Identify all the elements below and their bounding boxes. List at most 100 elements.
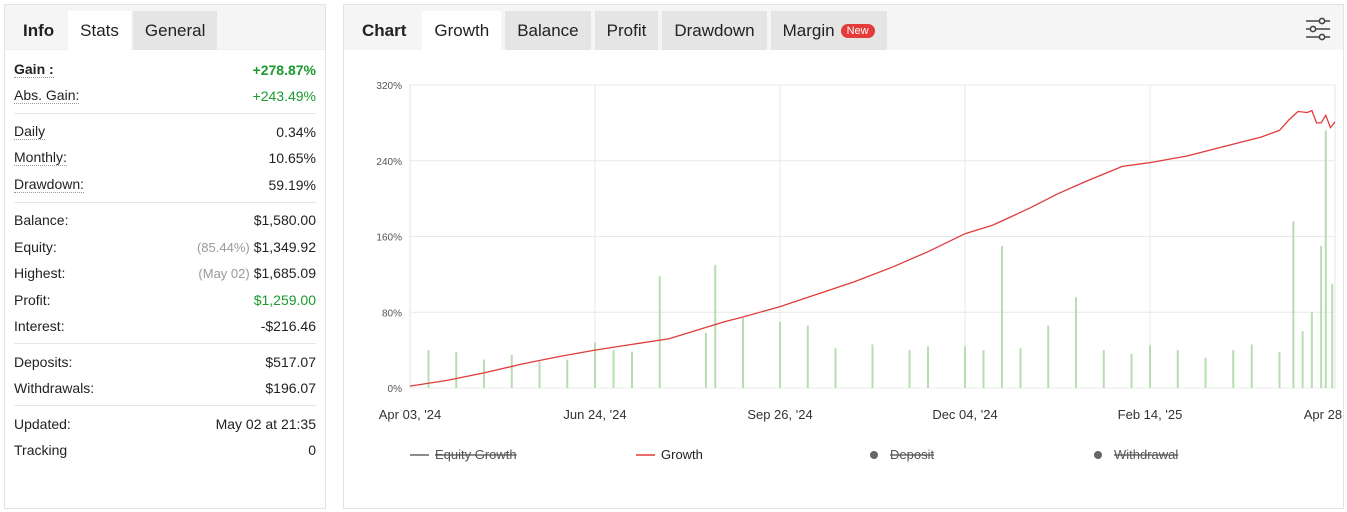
stat-row: Tracking 0	[14, 437, 316, 464]
trade-bar	[1176, 350, 1179, 388]
stat-label: Withdrawals:	[14, 380, 95, 396]
sliders-icon[interactable]	[1305, 17, 1331, 41]
tab-margin-label: Margin	[782, 21, 835, 40]
trade-bar	[871, 344, 874, 388]
stat-row: Equity: (85.44%) $1,349.92	[14, 233, 316, 260]
stat-label[interactable]: Daily	[14, 122, 46, 140]
new-badge: New	[840, 24, 875, 38]
x-tick-label: Dec 04, '24	[932, 407, 997, 422]
trade-bar	[1250, 344, 1253, 388]
trade-bar	[1001, 245, 1003, 388]
stats-list: Gain : +278.87% Abs. Gain: +243.49% Daily 0.3…	[5, 50, 325, 463]
stat-row: Monthly: 10.65%	[14, 145, 316, 172]
trade-bar	[1019, 348, 1022, 388]
stat-value: 0	[308, 442, 316, 458]
stat-row: Balance: $1,580.00	[14, 207, 316, 234]
stats-tabs: Info Stats General	[5, 5, 325, 50]
stat-note: (May 02)	[198, 266, 250, 281]
stat-row: Daily 0.34%	[14, 118, 316, 145]
trade-bar	[1102, 350, 1105, 388]
stat-row: Gain : +278.87%	[14, 56, 316, 83]
tab-info[interactable]: Info	[23, 21, 55, 40]
tab-stats[interactable]: Stats	[68, 11, 131, 50]
y-tick-label: 320%	[376, 81, 402, 92]
stat-row: Updated: May 02 at 21:35	[14, 410, 316, 437]
trade-bar	[1331, 283, 1334, 388]
stat-label: Updated:	[14, 415, 71, 432]
account-stats-panel: Info Stats General Gain : +278.87% Abs. Ga…	[4, 4, 326, 509]
stat-value: $517.07	[265, 353, 316, 370]
trade-bar	[1130, 353, 1133, 388]
y-tick-label: 0%	[388, 384, 403, 395]
stat-row: Abs. Gain: +243.49%	[14, 83, 316, 110]
tab-balance[interactable]: Balance	[505, 11, 591, 50]
stat-value: 59.19%	[268, 176, 316, 193]
stat-value: (85.44%) $1,349.92	[196, 238, 316, 255]
stat-row: Deposits: $517.07	[14, 348, 316, 375]
tab-general[interactable]: General	[132, 11, 218, 50]
legend-marker[interactable]	[1094, 451, 1102, 459]
growth-chart: 0% 80% 160% 240% 320% Apr 03, '24 Jun 24, '24 S…	[376, 81, 1343, 462]
tab-margin[interactable]: Margin New	[770, 11, 887, 50]
tab-growth[interactable]: Growth	[422, 11, 502, 50]
trade-bar	[612, 350, 615, 388]
stat-value: (May 02) $1,685.09	[198, 265, 316, 281]
stat-value: May 02 at 21:35	[215, 415, 316, 432]
stat-label: Interest:	[14, 318, 65, 334]
stat-row: Drawdown: 59.19%	[14, 171, 316, 198]
stat-row: Highest: (May 02) $1,685.09	[14, 260, 316, 287]
trade-bar	[1292, 221, 1295, 388]
divider	[14, 201, 316, 203]
trade-bar	[779, 321, 781, 388]
stat-value: $1,580.00	[253, 212, 316, 228]
stat-label[interactable]: Abs. Gain:	[14, 87, 80, 104]
x-tick-label: Jun 24, '24	[563, 407, 626, 422]
trade-bar	[658, 276, 661, 388]
stat-value: +278.87%	[252, 61, 316, 78]
stat-value: $196.07	[265, 380, 316, 396]
divider	[14, 343, 316, 344]
trade-bar	[1149, 345, 1151, 388]
trade-bar	[705, 333, 707, 388]
x-tick-label: Apr 28, '25	[1304, 407, 1343, 422]
legend-item-withdrawal[interactable]: Withdrawal	[1114, 447, 1178, 462]
stat-label[interactable]: Monthly:	[14, 149, 67, 166]
trade-bar	[483, 359, 485, 388]
stat-value: $1,259.00	[253, 291, 316, 308]
trade-bar	[510, 354, 513, 388]
trade-bar	[714, 264, 717, 388]
stat-note: (85.44%)	[196, 239, 250, 255]
tab-chart[interactable]: Chart	[362, 21, 407, 40]
trade-bar	[566, 359, 569, 388]
stat-label[interactable]: Drawdown:	[14, 175, 85, 193]
trade-bar	[1301, 331, 1304, 388]
legend-item-equity-growth[interactable]: Equity Growth	[435, 447, 517, 462]
legend-item-deposit[interactable]: Deposit	[890, 447, 934, 462]
tab-drawdown[interactable]: Drawdown	[662, 11, 767, 50]
trade-bar	[806, 325, 809, 388]
trade-bar	[1204, 357, 1207, 388]
stat-value: +243.49%	[252, 88, 316, 104]
legend-item-growth[interactable]: Growth	[661, 447, 703, 462]
y-tick-label: 240%	[376, 157, 402, 168]
trade-bar	[455, 352, 458, 388]
stat-row: Interest: -$216.46	[14, 313, 316, 340]
x-tick-label: Sep 26, '24	[747, 407, 812, 422]
trade-bar	[427, 350, 430, 388]
stat-label: Equity:	[14, 238, 57, 255]
stat-label[interactable]: Gain :	[14, 60, 54, 78]
stat-row: Profit: $1,259.00	[14, 286, 316, 313]
tab-profit[interactable]: Profit	[594, 11, 659, 50]
stat-value: -$216.46	[260, 318, 316, 334]
chart-tabs: Chart Growth Balance Profit Drawdown Mar…	[344, 5, 1343, 50]
divider	[14, 405, 316, 406]
y-tick-label: 160%	[376, 233, 402, 244]
trade-bar	[631, 352, 633, 388]
trade-bar	[1320, 245, 1323, 388]
trade-bar	[1278, 352, 1281, 388]
trade-bar	[982, 350, 985, 388]
divider	[14, 113, 316, 114]
chart-panel: Chart Growth Balance Profit Drawdown Mar…	[343, 4, 1344, 509]
legend-marker[interactable]	[870, 451, 878, 459]
stat-label: Balance:	[14, 212, 69, 228]
